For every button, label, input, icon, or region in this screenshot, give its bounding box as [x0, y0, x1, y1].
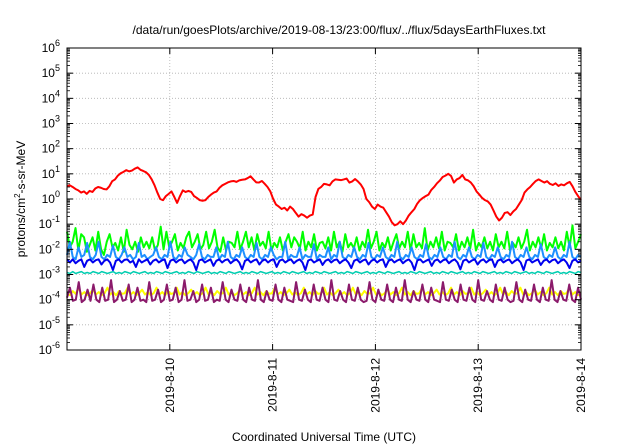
y-tick-labels: 10-610-510-410-310-210-11001011021031041…: [39, 38, 60, 357]
x-tick-label: 2019-8-11: [266, 358, 280, 412]
y-axis-label-rest: -s-sr-MeV: [14, 141, 28, 194]
series-line: [66, 258, 582, 272]
y-tick-label: 10-6: [39, 340, 60, 357]
y-tick-label: 10-4: [39, 290, 60, 307]
y-tick-label: 10-1: [39, 214, 60, 231]
x-tick-label: 2019-8-13: [471, 358, 485, 413]
y-tick-base: 10: [42, 117, 56, 131]
y-tick-label: 105: [42, 63, 60, 80]
y-axis-label-main: protons/cm: [14, 198, 28, 257]
y-tick-base: 10: [39, 318, 53, 332]
series-3: [66, 258, 582, 272]
y-tick-exponent: 0: [55, 189, 60, 199]
y-tick-label: 106: [42, 38, 60, 55]
y-tick-base: 10: [39, 293, 53, 307]
y-tick-base: 10: [39, 242, 53, 256]
y-tick-base: 10: [42, 142, 56, 156]
y-tick-exponent: -5: [52, 315, 60, 325]
chart-title: /data/run/goesPlots/archive/2019-08-13/2…: [133, 23, 547, 37]
y-tick-exponent: 2: [55, 139, 60, 149]
y-tick-base: 10: [42, 167, 56, 181]
y-tick-label: 102: [42, 139, 60, 156]
x-tick-labels: 2019-8-10 2019-8-11 2019-8-12 2019-8-13 2019…: [163, 358, 588, 413]
series-6: [66, 279, 582, 304]
y-tick-exponent: 4: [55, 88, 60, 98]
plot-frame: [66, 47, 582, 351]
x-tick-label: 2019-8-10: [163, 358, 177, 413]
y-tick-base: 10: [39, 268, 53, 282]
x-tick-label: 2019-8-12: [368, 358, 382, 413]
y-tick-label: 101: [42, 164, 60, 181]
y-tick-base: 10: [42, 192, 56, 206]
y-axis-label-exponent: 2: [13, 193, 22, 198]
y-tick-label: 10-2: [39, 239, 60, 256]
series-line: [66, 279, 582, 304]
x-tick-label: 2019-8-14: [574, 358, 588, 413]
series-line: [66, 270, 582, 275]
y-tick-base: 10: [42, 66, 56, 80]
series-line: [66, 224, 582, 256]
series-layer: [66, 166, 582, 304]
series-4: [66, 270, 582, 275]
y-tick-label: 104: [42, 88, 60, 105]
series-line: [66, 166, 582, 227]
y-tick-base: 10: [39, 343, 53, 357]
y-tick-exponent: 3: [55, 114, 60, 124]
y-tick-exponent: -1: [52, 214, 60, 224]
x-axis-label: Coordinated Universal Time (UTC): [232, 430, 416, 444]
y-tick-base: 10: [39, 217, 53, 231]
y-tick-exponent: 5: [55, 63, 60, 73]
y-axis-label: protons/cm2-s-sr-MeV: [13, 141, 28, 257]
series-1: [66, 224, 582, 256]
y-tick-exponent: -2: [52, 239, 60, 249]
series-0: [66, 166, 582, 227]
y-tick-label: 10-3: [39, 265, 60, 282]
y-tick-exponent: 1: [55, 164, 60, 174]
y-tick-exponent: 6: [55, 38, 60, 48]
y-tick-label: 103: [42, 114, 60, 131]
y-tick-exponent: -3: [52, 265, 60, 275]
axis-ticks: [67, 47, 582, 351]
grid-lines: [67, 48, 581, 350]
y-tick-exponent: -4: [52, 290, 60, 300]
y-tick-base: 10: [42, 41, 56, 55]
y-tick-exponent: -6: [52, 340, 60, 350]
series-line: [66, 240, 582, 261]
y-tick-label: 100: [42, 189, 60, 206]
y-tick-base: 10: [42, 91, 56, 105]
y-tick-label: 10-5: [39, 315, 60, 332]
